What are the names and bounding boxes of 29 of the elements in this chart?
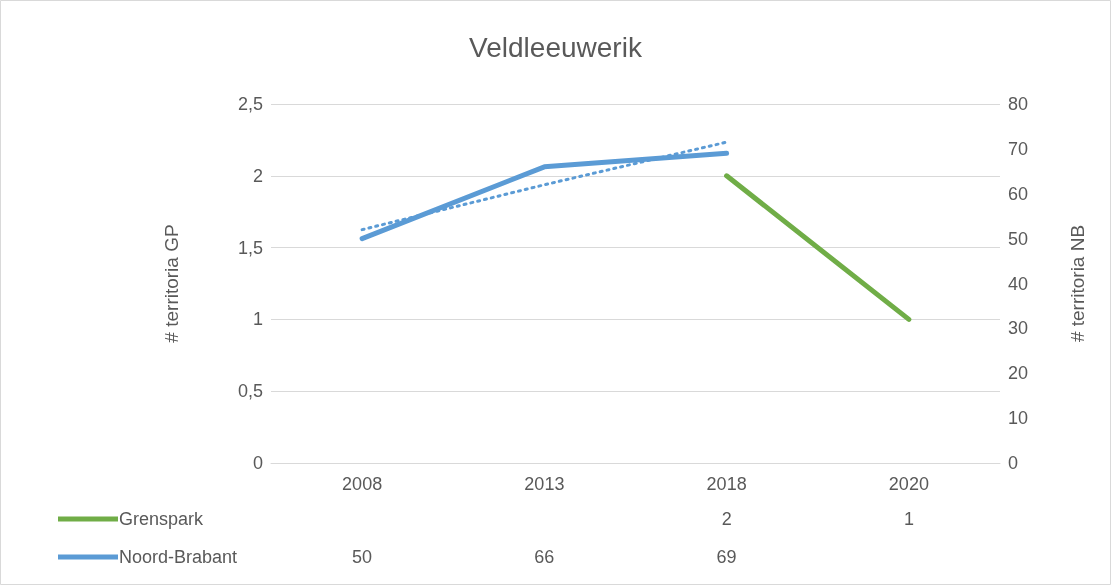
data-label: 50: [352, 547, 373, 567]
y-tick-label: 0: [252, 453, 263, 473]
y2-tick-label: 50: [1008, 228, 1029, 249]
y-tick-label: 2,5: [237, 94, 263, 114]
legend-label: Noord-Brabant: [119, 547, 238, 567]
y-tick-label: 0,5: [237, 381, 263, 402]
y2-tick-label: 20: [1008, 363, 1029, 384]
x-tick-label: 2018: [706, 474, 747, 494]
chart-title: Veldleeuwerik: [469, 31, 643, 63]
y2-tick-label: 40: [1008, 273, 1029, 294]
x-tick-label: 2008: [342, 474, 383, 494]
y2-tick-label: 60: [1008, 183, 1029, 204]
y-tick-label: 2: [252, 165, 263, 186]
y-axis-title: # territoria GP: [161, 224, 182, 343]
y-tick-label: 1: [252, 309, 263, 330]
y2-tick-label: 80: [1008, 94, 1029, 114]
y2-tick-label: 10: [1008, 408, 1029, 429]
legend-label: Grenspark: [119, 509, 205, 529]
y2-tick-label: 70: [1008, 138, 1029, 159]
y2-tick-label: 30: [1008, 318, 1029, 339]
data-label: 2: [721, 509, 732, 529]
data-label: 1: [903, 509, 914, 529]
x-tick-label: 2013: [524, 474, 565, 494]
data-label: 66: [534, 547, 555, 567]
y2-axis-title: # territoria NB: [1067, 224, 1088, 343]
y2-tick-label: 0: [1008, 453, 1019, 473]
x-tick-label: 2020: [888, 474, 929, 494]
data-label: 69: [716, 547, 737, 567]
y-tick-label: 1,5: [237, 237, 263, 258]
